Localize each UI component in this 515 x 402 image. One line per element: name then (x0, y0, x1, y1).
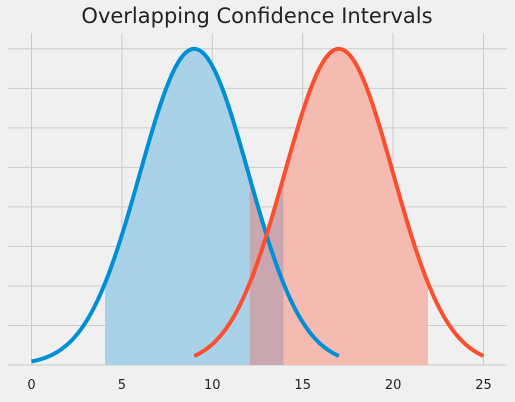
ci-overlap-area (249, 177, 284, 365)
x-tick-label: 25 (475, 378, 492, 393)
x-tick-labels: 0 5 10 15 20 25 (27, 378, 491, 393)
curve-series-2 (193, 46, 485, 358)
x-tick-label: 10 (204, 378, 221, 393)
chart-title: Overlapping Confidence Intervals (81, 4, 432, 28)
ci-fills (105, 48, 428, 366)
ci-area-series-1 (105, 48, 284, 366)
ci-area-series-2 (249, 48, 428, 366)
curve-series-1 (31, 46, 340, 364)
x-tick-label: 0 (27, 378, 35, 393)
series-lines (31, 46, 485, 364)
x-tick-label: 5 (118, 378, 126, 393)
x-tick-label: 15 (294, 378, 311, 393)
x-tick-label: 20 (385, 378, 402, 393)
